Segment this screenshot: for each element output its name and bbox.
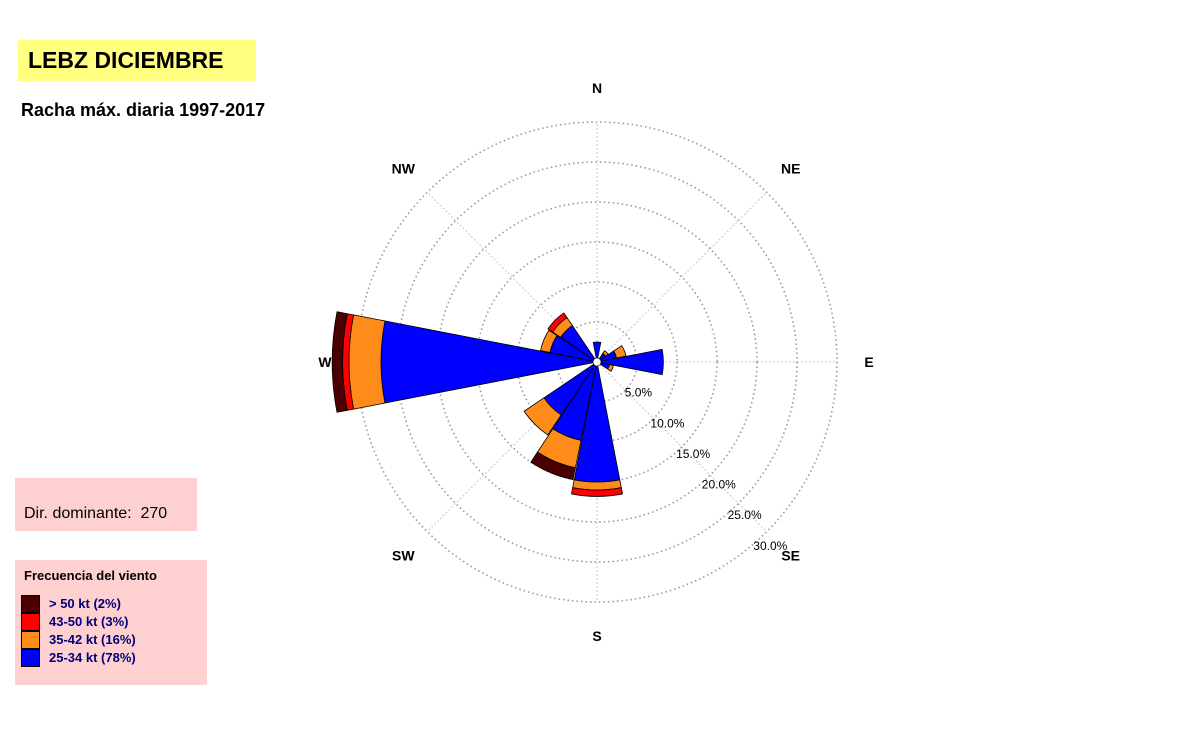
direction-label: SW bbox=[392, 548, 415, 564]
legend-swatch bbox=[21, 595, 40, 613]
ring-label: 10.0% bbox=[650, 416, 684, 430]
legend-label: 25-34 kt (78%) bbox=[49, 650, 136, 665]
direction-label: NE bbox=[781, 160, 800, 176]
title-box: LEBZ DICIEMBRE bbox=[18, 40, 256, 81]
ring-gridline bbox=[356, 121, 838, 603]
legend-swatch bbox=[21, 613, 40, 631]
legend-swatch bbox=[21, 631, 40, 649]
ring-gridline bbox=[516, 281, 678, 443]
direction-label: S bbox=[592, 628, 601, 644]
wind-sector bbox=[331, 311, 348, 413]
direction-label: N bbox=[592, 80, 602, 96]
center-hub bbox=[592, 357, 602, 367]
direction-label: NW bbox=[392, 160, 416, 176]
dominant-direction-box: Dir. dominante: 270 bbox=[15, 478, 197, 531]
legend-title: Frecuencia del viento bbox=[24, 568, 157, 583]
wind-sector bbox=[607, 364, 614, 372]
direction-label: SE bbox=[781, 548, 800, 564]
ring-label: 25.0% bbox=[728, 508, 762, 522]
ring-label: 15.0% bbox=[676, 447, 710, 461]
wind-sector bbox=[523, 397, 562, 436]
legend: Frecuencia del viento > 50 kt (2%) 43-50… bbox=[15, 560, 207, 685]
ring-gridline bbox=[396, 161, 798, 563]
direction-label: W bbox=[318, 354, 332, 370]
legend-label: > 50 kt (2%) bbox=[49, 596, 121, 611]
legend-label: 43-50 kt (3%) bbox=[49, 614, 129, 629]
radial-gridline bbox=[596, 191, 768, 363]
wind-sector bbox=[592, 341, 602, 359]
wind-sector bbox=[540, 329, 558, 353]
direction-label: E bbox=[864, 354, 873, 370]
wind-sector bbox=[547, 312, 568, 333]
chart-title: LEBZ DICIEMBRE bbox=[28, 47, 224, 73]
chart-subtitle: Racha máx. diaria 1997-2017 bbox=[21, 100, 266, 120]
ring-label: 30.0% bbox=[753, 539, 787, 553]
dominant-direction-text: Dir. dominante: 270 bbox=[24, 505, 168, 522]
ring-gridline bbox=[436, 201, 758, 523]
wind-sector bbox=[571, 487, 623, 497]
ring-gridline bbox=[476, 241, 718, 483]
legend-swatch bbox=[21, 649, 40, 667]
legend-label: 35-42 kt (16%) bbox=[49, 632, 136, 647]
ring-label: 20.0% bbox=[702, 478, 736, 492]
ring-label: 5.0% bbox=[625, 386, 653, 400]
wind-sector bbox=[348, 314, 386, 410]
wind-sector bbox=[530, 451, 576, 481]
